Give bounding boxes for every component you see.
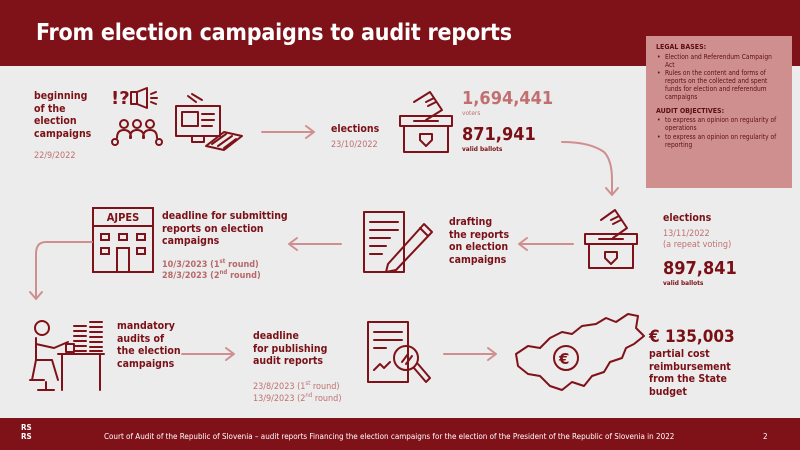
valid-ballots-label-2: valid ballots	[663, 279, 704, 287]
beginning-label: beginning of the election campaigns	[34, 90, 92, 140]
elections-2-date: 13/11/2022	[663, 229, 710, 239]
elections-2-label: elections	[663, 212, 712, 224]
svg-text:€: €	[558, 350, 569, 368]
elections-1-date: 23/10/2022	[331, 140, 378, 150]
voters-count: 1,694,441	[462, 88, 554, 109]
deadline-submit-label: deadline for submitting reports on elect…	[162, 210, 288, 247]
ajpes-building-icon: AJPES	[92, 207, 154, 273]
flow-arrow	[288, 237, 342, 251]
flow-arrow	[181, 347, 235, 361]
beginning-date: 22/9/2022	[34, 151, 76, 161]
deadline-submit-round-2: 28/3/2023 (2nd round)	[162, 269, 261, 281]
deadline-publish-round-1: 23/8/2023 (1st round)	[253, 380, 340, 392]
audit-objectives-heading: AUDIT OBJECTIVES:	[656, 106, 725, 115]
ajpes-sign: AJPES	[106, 211, 140, 224]
repeat-voting-note: (a repeat voting)	[663, 240, 732, 250]
reimbursement-label: partial cost reimbursement from the Stat…	[649, 348, 731, 398]
deadline-submit-round-1: 10/3/2023 (1st round)	[162, 258, 259, 270]
valid-ballots-count-2: 897,841	[663, 258, 737, 279]
elections-1-label: elections	[331, 123, 380, 135]
court-of-audit-logo: RS RS	[21, 423, 32, 441]
flow-arrow	[261, 125, 315, 139]
header-bar: From election campaigns to audit reports	[0, 0, 800, 66]
page-title: From election campaigns to audit reports	[36, 20, 512, 46]
footer-text: Court of Audit of the Republic of Sloven…	[104, 432, 675, 441]
audit-objective-item: to express an opinion on regularity of o…	[656, 117, 783, 133]
drafting-label: drafting the reports on election campaig…	[449, 216, 510, 266]
document-pen-icon	[363, 211, 433, 273]
valid-ballots-count-1: 871,941	[462, 124, 536, 145]
audits-label: mandatory audits of the election campaig…	[117, 320, 181, 370]
ballot-box-icon	[584, 209, 638, 269]
svg-text:!?: !?	[111, 88, 130, 109]
footer-bar: Court of Audit of the Republic of Sloven…	[0, 418, 800, 450]
audit-report-magnifier-icon	[367, 321, 431, 383]
page-number: 2	[763, 432, 768, 441]
flow-arrow	[561, 141, 619, 196]
flow-arrow	[29, 241, 93, 300]
legal-basis-item: Election and Referendum Campaign Act	[656, 53, 783, 70]
media-icon	[175, 93, 243, 151]
legal-basis-item: Rules on the content and forms of report…	[656, 69, 783, 101]
flow-arrow	[518, 237, 574, 251]
flow-arrow	[443, 347, 497, 361]
voters-label: voters	[462, 109, 481, 117]
deadline-publish-round-2: 13/9/2023 (2nd round)	[253, 392, 342, 404]
audit-objective-item: to express an opinion on regularity of r…	[656, 133, 783, 150]
campaign-audience-icon: !?	[111, 87, 163, 146]
valid-ballots-label-1: valid ballots	[462, 145, 503, 153]
slovenia-map-euro-icon: €	[515, 313, 645, 391]
ballot-box-icon	[399, 91, 453, 153]
auditor-at-desk-icon	[29, 320, 105, 391]
deadline-publish-label: deadline for publishing audit reports	[253, 330, 328, 367]
legal-bases-box: LEGAL BASES: Election and Referendum Cam…	[646, 36, 792, 188]
legal-bases-heading: LEGAL BASES:	[656, 43, 707, 51]
reimbursement-amount: € 135,003	[649, 327, 735, 347]
